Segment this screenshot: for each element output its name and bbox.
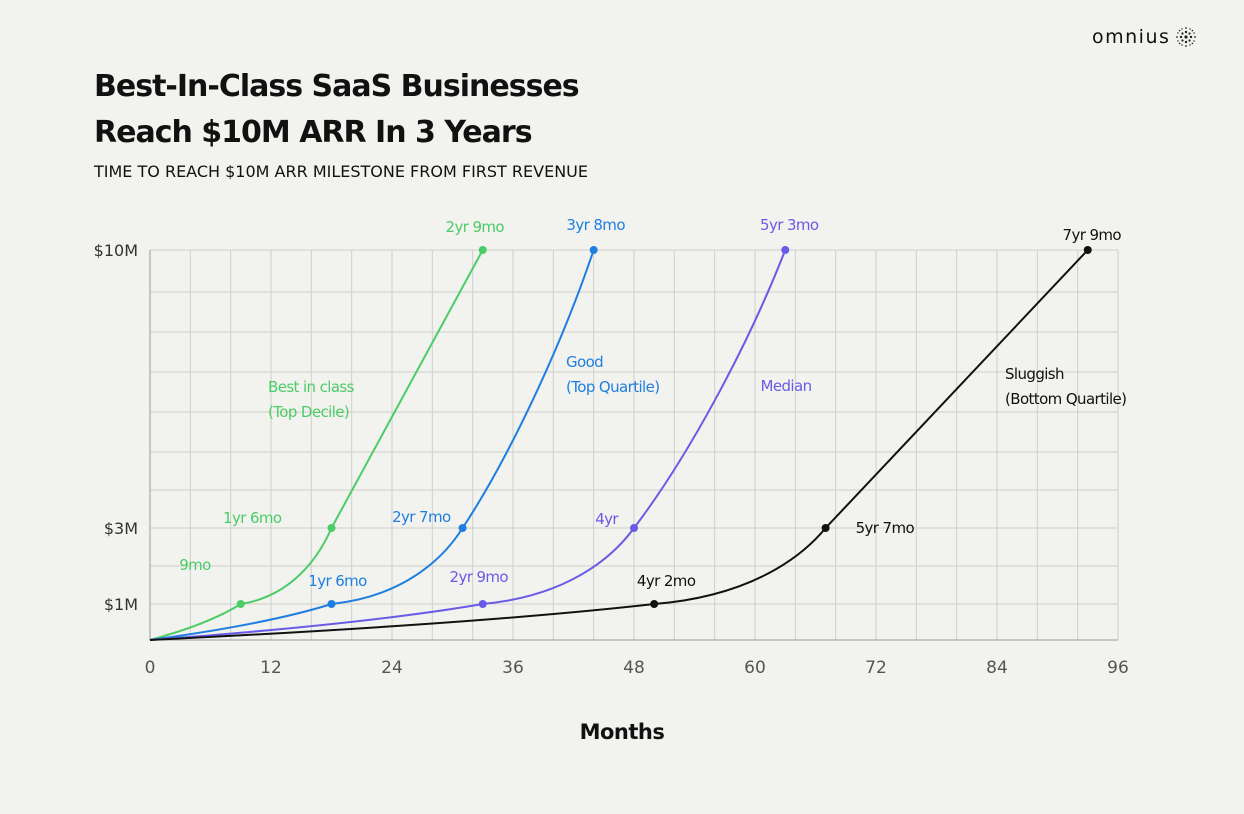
y-tick-label: $1M: [104, 595, 138, 614]
x-tick-label: 48: [623, 658, 645, 678]
series-label: (Top Quartile): [566, 378, 660, 396]
data-point: [478, 600, 487, 608]
data-point-label: 1yr 6mo: [308, 572, 367, 590]
data-point-label: 4yr 2mo: [637, 572, 696, 590]
data-point-label: 7yr 9mo: [1063, 226, 1122, 244]
brand-logo: omnius: [1092, 26, 1197, 48]
chart-axes: 0 12 24 36 48 60 72 84 96 $1M $3M $10M: [94, 241, 1129, 678]
x-tick-label: 12: [260, 658, 282, 678]
data-point-label: 1yr 6mo: [223, 509, 282, 527]
data-point-label: 3yr 8mo: [566, 216, 625, 234]
data-point: [821, 524, 830, 532]
series-label: Median: [761, 377, 812, 395]
data-point: [327, 600, 336, 608]
chart-labels: 9mo 1yr 6mo 2yr 9mo Best in class (Top Decil…: [179, 216, 1127, 590]
x-tick-label: 60: [744, 658, 766, 678]
series-label: (Top Decile): [268, 403, 349, 421]
chart-series: [149, 246, 1092, 641]
x-tick-label: 24: [381, 658, 403, 678]
brand-name: omnius: [1092, 26, 1171, 48]
series-label: Sluggish: [1005, 365, 1064, 383]
data-point-label: 9mo: [179, 556, 211, 574]
x-tick-label: 36: [502, 658, 524, 678]
data-point: [589, 246, 598, 254]
series-line: [149, 249, 1089, 641]
data-point-label: 2yr 7mo: [392, 508, 451, 526]
x-tick-label: 0: [145, 658, 156, 678]
data-point: [478, 246, 487, 254]
title-line-2: Reach $10M ARR In 3 Years: [94, 115, 533, 150]
y-tick-label: $3M: [104, 519, 138, 538]
x-tick-label: 96: [1107, 658, 1129, 678]
data-point: [630, 524, 638, 532]
data-point-label: 2yr 9mo: [450, 568, 509, 586]
series-label: Good: [566, 353, 603, 371]
data-point-label: 5yr 3mo: [760, 216, 819, 234]
title-line-1: Best-In-Class SaaS Businesses: [94, 69, 580, 104]
data-point: [236, 600, 245, 608]
x-tick-label: 84: [986, 658, 1008, 678]
y-tick-label: $10M: [94, 241, 138, 260]
data-point-label: 2yr 9mo: [446, 218, 505, 236]
series-label: Best in class: [268, 378, 355, 396]
x-tick-label: 72: [865, 658, 887, 678]
data-point: [781, 246, 790, 254]
series-line: [149, 249, 484, 641]
chart-grid: [149, 249, 1119, 640]
data-point: [458, 524, 467, 532]
series-label: (Bottom Quartile): [1005, 390, 1126, 408]
data-point-label: 4yr: [595, 510, 619, 528]
series-line: [149, 249, 787, 641]
series-line: [149, 249, 595, 641]
sparkle-dots-icon: [1176, 27, 1197, 47]
data-point: [650, 600, 659, 608]
chart-subtitle: TIME TO REACH $10M ARR MILESTONE FROM FI…: [94, 162, 588, 181]
data-point: [327, 524, 336, 532]
data-point-label: 5yr 7mo: [856, 519, 915, 537]
data-point: [1083, 246, 1092, 254]
chart-title: Best-In-Class SaaS Businesses Reach $10M…: [94, 64, 580, 156]
x-axis-label: Months: [580, 720, 665, 744]
